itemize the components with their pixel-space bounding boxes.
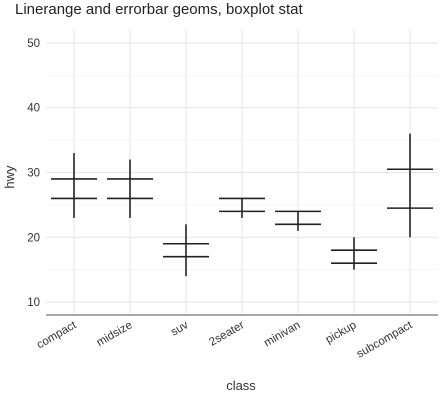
- errorbar-group: [331, 237, 377, 270]
- plot-marks: [51, 133, 433, 277]
- y-tick-label: 30: [27, 168, 40, 180]
- errorbar-group: [275, 210, 321, 231]
- x-tick-label: midsize: [95, 319, 135, 349]
- x-axis-title: class: [226, 378, 256, 393]
- x-tick-label: 2seater: [207, 319, 246, 349]
- x-tick-label: minivan: [262, 319, 302, 349]
- y-axis-ticks: 10 20 30 40 50: [27, 38, 40, 309]
- errorbar-group: [387, 133, 433, 238]
- errorbar-group: [219, 197, 265, 218]
- x-tick-label: compact: [35, 319, 79, 352]
- x-tick-label: pickup: [324, 319, 359, 346]
- y-tick-label: 10: [27, 297, 40, 309]
- y-tick-label: 40: [27, 103, 40, 115]
- chart-title: Linerange and errorbar geoms, boxplot st…: [15, 1, 304, 18]
- errorbar-group: [107, 159, 153, 218]
- grid: [46, 30, 438, 315]
- y-tick-label: 20: [27, 232, 40, 244]
- x-tick-label: suv: [169, 319, 191, 338]
- errorbar-group: [163, 224, 209, 277]
- x-tick-label: subcompact: [355, 319, 415, 361]
- y-tick-label: 50: [27, 38, 40, 50]
- errorbar-group: [51, 153, 97, 218]
- x-axis-ticks: compact midsize suv 2seater minivan pickupsub…: [35, 319, 415, 361]
- y-axis-title: hwy: [2, 165, 17, 189]
